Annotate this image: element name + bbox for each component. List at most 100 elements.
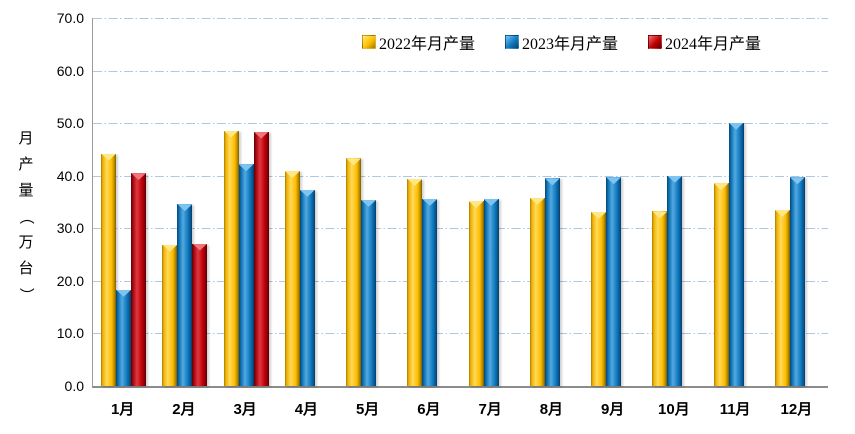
bar-slot [162, 18, 178, 386]
bar-slot [774, 18, 790, 386]
bar-2022年月产量-2月[interactable] [162, 244, 178, 386]
bar-slot [315, 18, 330, 386]
bar-slot [376, 18, 391, 386]
legend: 2022年月产量 2023年月产量 2024年月产量 [362, 30, 761, 54]
bar-group-5月 [338, 18, 399, 386]
bar-2023年月产量-1月[interactable] [116, 289, 132, 386]
bar-slot [253, 18, 269, 386]
gridline-20.0 [93, 280, 828, 282]
x-axis-label-11月: 11月 [719, 401, 751, 418]
bar-group-3月 [216, 18, 277, 386]
bar-2022年月产量-5月[interactable] [346, 158, 362, 386]
bar-group-9月 [583, 18, 644, 386]
bar-2022年月产量-4月[interactable] [284, 170, 300, 386]
bar-group-1月 [93, 18, 154, 386]
x-axis-label-10月: 10月 [658, 401, 690, 418]
bar-2022年月产量-1月[interactable] [101, 153, 117, 386]
bar-slot [177, 18, 193, 386]
bar-group-8月 [522, 18, 583, 386]
bar-2022年月产量-7月[interactable] [468, 200, 484, 386]
bar-slot [131, 18, 147, 386]
y-axis-title: 月产量（万台） [15, 126, 37, 308]
bar-2022年月产量-8月[interactable] [529, 197, 545, 386]
gridline-40.0 [93, 175, 828, 177]
x-axis-label-12月: 12月 [780, 401, 813, 418]
bar-group-6月 [399, 18, 460, 386]
bar-slot [591, 18, 607, 386]
legend-swatch-2023-icon [505, 35, 520, 49]
bar-slot [468, 18, 484, 386]
bar-2022年月产量-9月[interactable] [591, 212, 607, 386]
bar-2023年月产量-11月[interactable] [728, 122, 744, 386]
bar-2022年月产量-11月[interactable] [713, 183, 729, 386]
bar-2023年月产量-10月[interactable] [667, 175, 683, 386]
bar-2023年月产量-2月[interactable] [177, 204, 193, 386]
bar-slot [667, 18, 683, 386]
legend-item-2022[interactable]: 2022年月产量 [362, 30, 475, 54]
bar-slot [789, 18, 805, 386]
bar-slot [437, 18, 452, 386]
y-tick-label: 30.0 [56, 220, 84, 237]
y-tick-label: 60.0 [56, 62, 84, 79]
bar-slot [483, 18, 499, 386]
bar-slot [529, 18, 545, 386]
y-tick-label: 10.0 [56, 325, 84, 342]
y-tick-label: 40.0 [56, 167, 84, 184]
x-axis-label-8月: 8月 [539, 401, 564, 418]
x-axis-label-5月: 5月 [355, 401, 380, 418]
bar-slot [238, 18, 254, 386]
bar-2022年月产量-6月[interactable] [407, 178, 423, 386]
bar-slot [682, 18, 697, 386]
legend-label-2022: 2022年月产量 [379, 36, 476, 53]
bar-slot [560, 18, 575, 386]
y-tick-label: 50.0 [56, 115, 84, 132]
bar-group-7月 [461, 18, 522, 386]
x-axis-label-1月: 1月 [110, 401, 135, 418]
bar-slot [422, 18, 438, 386]
bar-group-4月 [277, 18, 338, 386]
bar-2023年月产量-4月[interactable] [299, 189, 315, 386]
y-axis-title-char: ） [17, 287, 34, 303]
bar-2022年月产量-3月[interactable] [223, 130, 239, 386]
legend-item-2023[interactable]: 2023年月产量 [505, 30, 618, 54]
legend-label-2024: 2024年月产量 [665, 36, 762, 53]
bar-2024年月产量-1月[interactable] [131, 173, 147, 386]
bar-slot [192, 18, 208, 386]
bar-2023年月产量-3月[interactable] [238, 164, 254, 386]
legend-item-2024[interactable]: 2024年月产量 [648, 30, 761, 54]
plot-area [92, 18, 828, 388]
bar-slot [606, 18, 622, 386]
bar-group-2月 [154, 18, 215, 386]
y-tick-label: 0.0 [64, 378, 84, 394]
x-axis-label-9月: 9月 [600, 401, 625, 418]
bar-group-11月 [706, 18, 767, 386]
y-axis-title-char: 月 [18, 131, 34, 147]
y-axis-title-char: 产 [18, 157, 34, 173]
bar-2023年月产量-7月[interactable] [483, 198, 499, 386]
bar-2023年月产量-6月[interactable] [422, 198, 438, 386]
y-axis-title-char: 万 [18, 235, 34, 251]
x-axis-label-4月: 4月 [294, 401, 319, 418]
bar-2023年月产量-8月[interactable] [544, 178, 560, 386]
bar-2022年月产量-10月[interactable] [652, 211, 668, 386]
gridline-30.0 [93, 228, 828, 230]
bar-slot [101, 18, 117, 386]
x-axis-label-7月: 7月 [478, 401, 502, 418]
bar-slot [728, 18, 744, 386]
bar-slot [299, 18, 315, 386]
y-tick-label: 70.0 [56, 10, 84, 26]
x-axis-label-3月: 3月 [233, 401, 257, 418]
y-tick-label: 20.0 [56, 272, 84, 289]
bar-2024年月产量-3月[interactable] [253, 131, 269, 386]
bar-2023年月产量-5月[interactable] [361, 199, 377, 386]
bar-2023年月产量-9月[interactable] [606, 177, 622, 386]
bar-slot [621, 18, 636, 386]
bar-slot [744, 18, 759, 386]
bar-slot [116, 18, 132, 386]
bar-slot [652, 18, 668, 386]
bar-2023年月产量-12月[interactable] [789, 177, 805, 386]
legend-label-2023: 2023年月产量 [522, 36, 619, 53]
bar-2024年月产量-2月[interactable] [192, 243, 208, 386]
bar-2022年月产量-12月[interactable] [774, 209, 790, 386]
x-axis-label-2月: 2月 [172, 401, 196, 418]
